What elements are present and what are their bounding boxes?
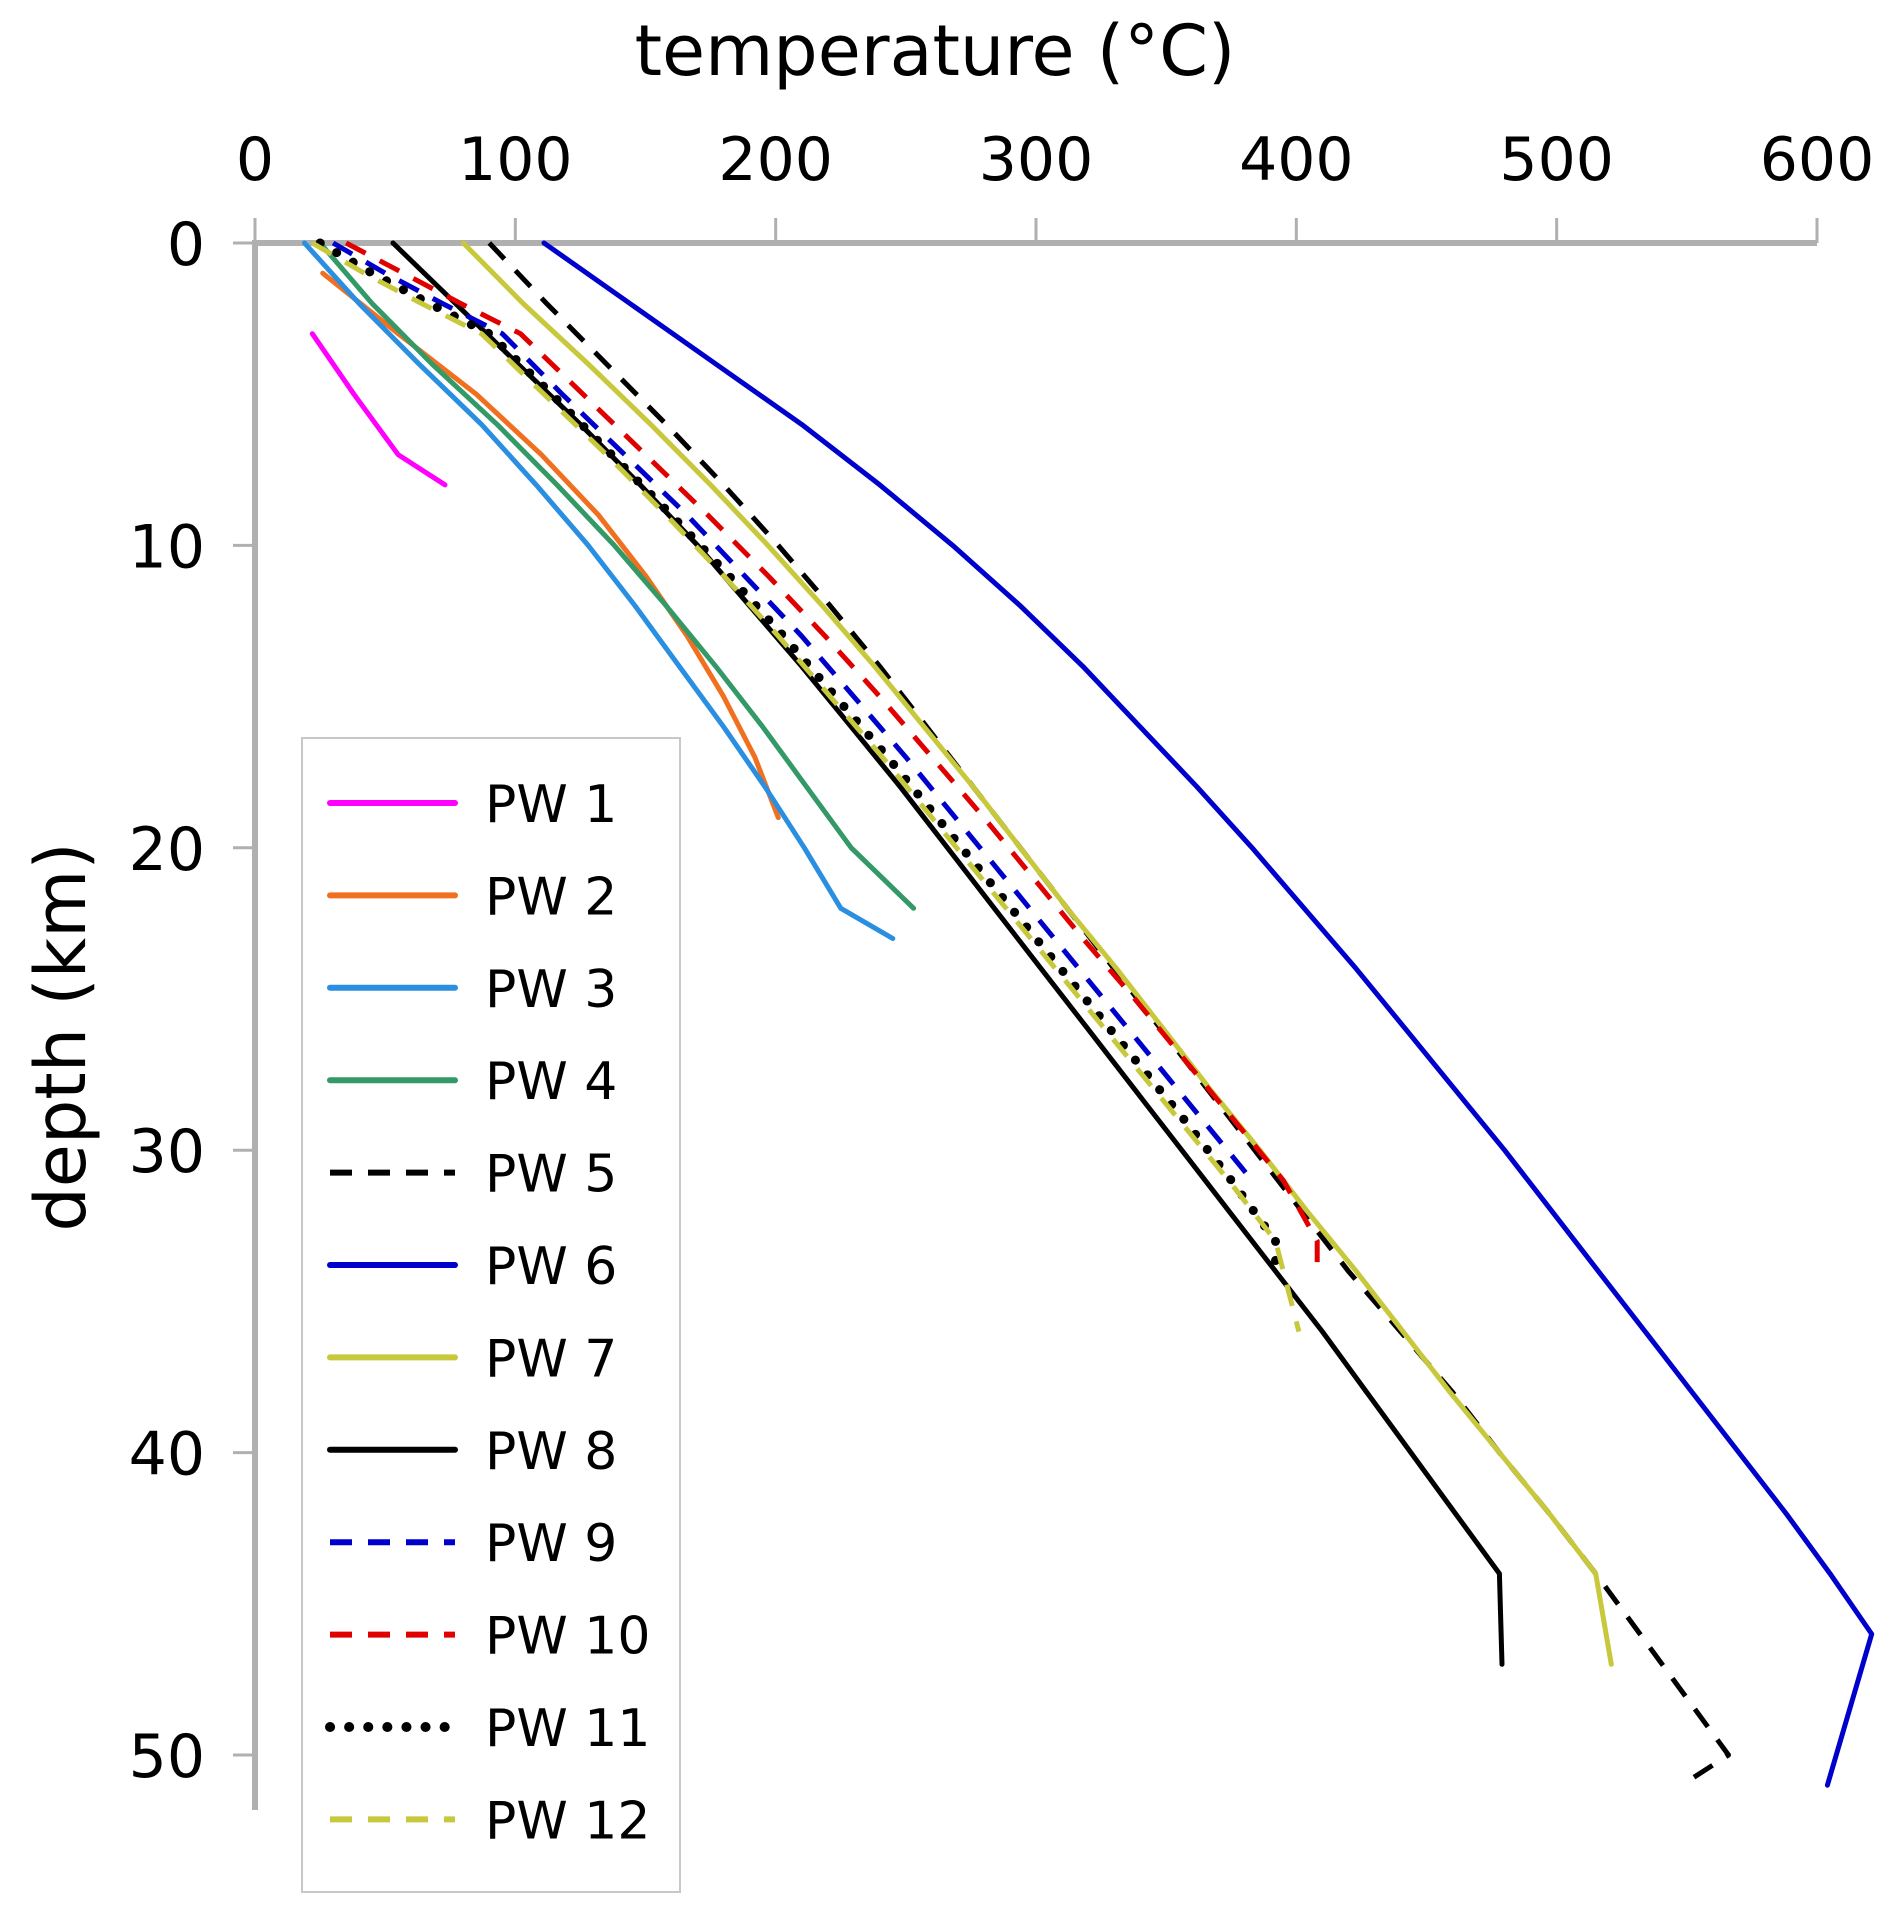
y-tick-label: 40 [129, 1420, 205, 1490]
series-line-pw-4 [317, 240, 917, 911]
x-tick-label: 100 [458, 125, 573, 195]
x-ticks: 0 100 200 300 400 500 600 [236, 125, 1874, 243]
legend-box [301, 737, 681, 1893]
y-ticks: 0 10 20 30 40 50 [129, 210, 255, 1792]
y-tick-label: 20 [129, 815, 205, 885]
series-line-pw-7 [460, 240, 1614, 1667]
y-tick-label: 0 [167, 210, 205, 280]
y-tick-label: 30 [129, 1117, 205, 1187]
series-line-pw-8 [390, 240, 1505, 1667]
legend-label: PW 9 [485, 1514, 617, 1574]
y-tick-label: 50 [129, 1722, 205, 1792]
x-tick-label: 300 [979, 125, 1094, 195]
y-axis-title: depth (km) [20, 842, 102, 1231]
legend-label: PW 6 [485, 1237, 617, 1297]
legend-label: PW 5 [485, 1145, 617, 1205]
series-line-pw-3 [302, 240, 896, 941]
legend-label: PW 1 [485, 775, 617, 835]
x-axis-title: temperature (°C) [635, 10, 1236, 92]
y-tick-label: 10 [129, 512, 205, 582]
legend-label: PW 12 [485, 1791, 650, 1851]
legend-label: PW 10 [485, 1607, 650, 1667]
series-line-pw-10 [344, 240, 1320, 1272]
series-line-pw-9 [331, 240, 1255, 1183]
series-line-pw-12 [311, 240, 1302, 1333]
x-tick-label: 0 [236, 125, 274, 195]
x-tick-label: 600 [1760, 125, 1875, 195]
legend-label: PW 11 [485, 1699, 650, 1759]
series-line-pw-1 [309, 331, 448, 488]
x-tick-label: 200 [718, 125, 833, 195]
legend-label: PW 2 [485, 867, 617, 927]
legend-label: PW 4 [485, 1052, 617, 1112]
legend: PW 1 PW 2 PW 3 PW 4 PW 5 PW 6 PW 7 PW 8 PW 9 PW 1… [301, 737, 681, 1893]
legend-label: PW 3 [485, 960, 617, 1020]
x-tick-label: 400 [1239, 125, 1354, 195]
series-line-pw-2 [320, 270, 781, 821]
series-line-pw-11 [315, 238, 1280, 1276]
series-layer [302, 238, 1875, 1788]
legend-label: PW 8 [485, 1422, 617, 1482]
x-tick-label: 500 [1499, 125, 1614, 195]
series-line-pw-6 [541, 240, 1875, 1788]
legend-label: PW 7 [485, 1329, 617, 1389]
